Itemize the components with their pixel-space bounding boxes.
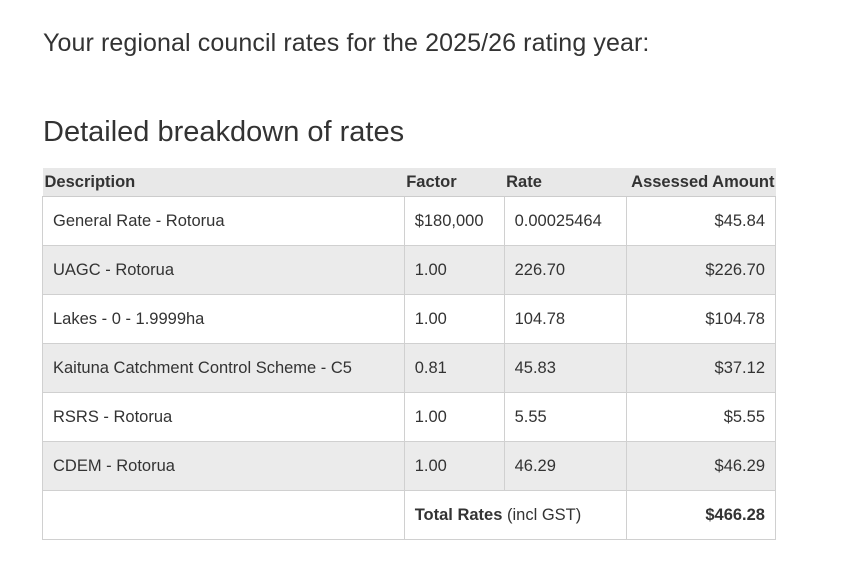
row-factor: 1.00 [403,392,505,442]
row-description: UAGC - Rotorua [42,245,405,295]
rates-table: Description Factor Rate Assessed Amount … [42,168,776,540]
row-description: General Rate - Rotorua [42,196,405,246]
table-row: General Rate - Rotorua $180,000 0.000254… [42,196,776,246]
column-header-description: Description [42,168,405,197]
row-assessed-amount: $45.84 [625,196,776,246]
row-rate: 0.00025464 [503,196,627,246]
row-description: CDEM - Rotorua [42,441,405,491]
table-header-row: Description Factor Rate Assessed Amount [42,168,776,197]
column-header-rate: Rate [504,168,626,197]
table-row: CDEM - Rotorua 1.00 46.29 $46.29 [42,441,776,491]
row-assessed-amount: $226.70 [625,245,776,295]
row-assessed-amount: $37.12 [625,343,776,393]
row-factor: 0.81 [403,343,505,393]
total-row: Total Rates (incl GST) $466.28 [42,490,776,540]
total-amount: $466.28 [625,490,776,540]
row-factor: $180,000 [403,196,505,246]
table-row: Lakes - 0 - 1.9999ha 1.00 104.78 $104.78 [42,294,776,344]
row-description: Kaituna Catchment Control Scheme - C5 [42,343,405,393]
total-note: (incl GST) [502,505,582,524]
table-row: RSRS - Rotorua 1.00 5.55 $5.55 [42,392,776,442]
total-label-cell: Total Rates (incl GST) [403,490,627,540]
row-factor: 1.00 [403,294,505,344]
table-row: UAGC - Rotorua 1.00 226.70 $226.70 [42,245,776,295]
row-assessed-amount: $46.29 [625,441,776,491]
row-description: Lakes - 0 - 1.9999ha [42,294,405,344]
intro-text: Your regional council rates for the 2025… [43,29,650,57]
row-factor: 1.00 [403,245,505,295]
row-description: RSRS - Rotorua [42,392,405,442]
total-empty-cell [42,490,405,540]
table-row: Kaituna Catchment Control Scheme - C5 0.… [42,343,776,393]
row-rate: 45.83 [503,343,627,393]
row-rate: 46.29 [503,441,627,491]
row-rate: 5.55 [503,392,627,442]
row-rate: 226.70 [503,245,627,295]
total-label: Total Rates [414,505,503,524]
row-rate: 104.78 [503,294,627,344]
row-assessed-amount: $104.78 [625,294,776,344]
row-factor: 1.00 [403,441,505,491]
column-header-factor: Factor [404,168,505,197]
page-heading: Detailed breakdown of rates [43,116,405,148]
column-header-assessed-amount: Assessed Amount [626,168,776,197]
row-assessed-amount: $5.55 [625,392,776,442]
